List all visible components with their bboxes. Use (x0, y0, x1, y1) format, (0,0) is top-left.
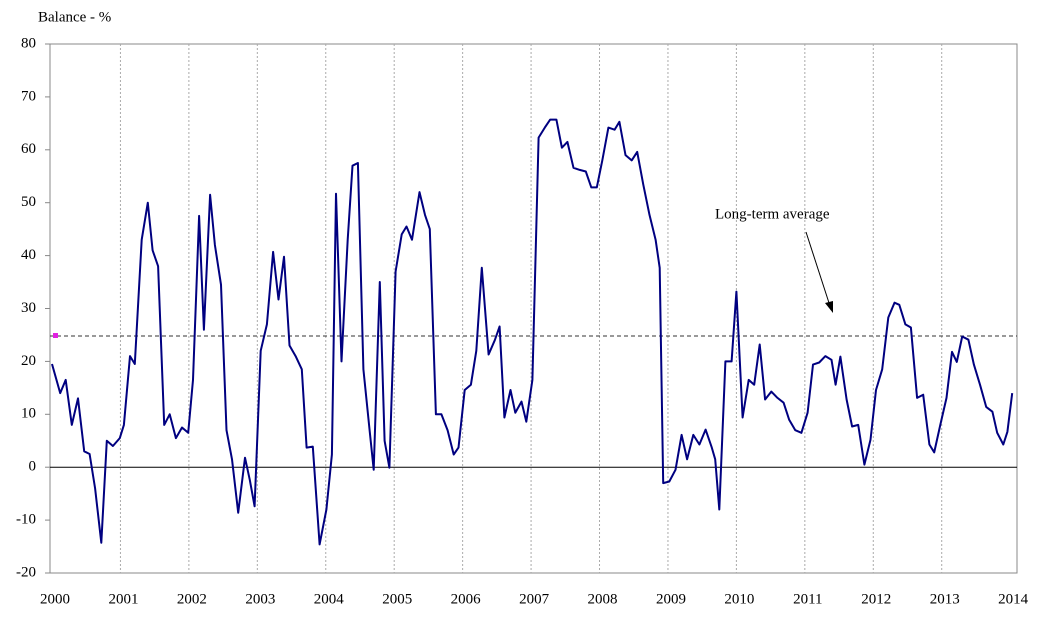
x-tick-label: 2008 (588, 591, 618, 607)
x-tick-label: 2010 (724, 591, 754, 607)
arrow-head (825, 301, 833, 313)
x-tick-label: 2002 (177, 591, 207, 607)
y-tick-label: 10 (21, 406, 36, 422)
x-tick-label: 2004 (314, 591, 345, 607)
annotation-arrow (805, 231, 831, 307)
y-tick-label: 30 (21, 300, 36, 316)
x-tick-label: 2009 (656, 591, 686, 607)
x-tick-label: 2006 (451, 591, 482, 607)
y-tick-label: 50 (21, 194, 36, 210)
y-tick-label: -20 (16, 564, 36, 580)
x-tick-label: 2013 (930, 591, 960, 607)
y-tick-label: 70 (21, 88, 36, 104)
x-tick-label: 2007 (519, 591, 550, 607)
data-line (51, 118, 1014, 546)
x-tick-label: 2014 (998, 591, 1029, 607)
x-tick-label: 2011 (793, 591, 822, 607)
y-axis-title: Balance - % (38, 9, 111, 25)
y-tick-label: 60 (21, 141, 36, 157)
x-tick-label: 2003 (245, 591, 275, 607)
x-tick-label: 2005 (382, 591, 412, 607)
y-tick-label: 0 (29, 459, 37, 475)
y-tick-label: 40 (21, 247, 36, 263)
y-tick-label: -10 (16, 512, 36, 528)
y-tick-label: 80 (21, 35, 36, 51)
annotation: Long-term average (715, 206, 830, 222)
x-tick-label: 2012 (861, 591, 891, 607)
x-tick-label: 2000 (40, 591, 70, 607)
average-marker (53, 333, 58, 339)
x-tick-label: 2001 (108, 591, 138, 607)
y-tick-label: 20 (21, 353, 36, 369)
